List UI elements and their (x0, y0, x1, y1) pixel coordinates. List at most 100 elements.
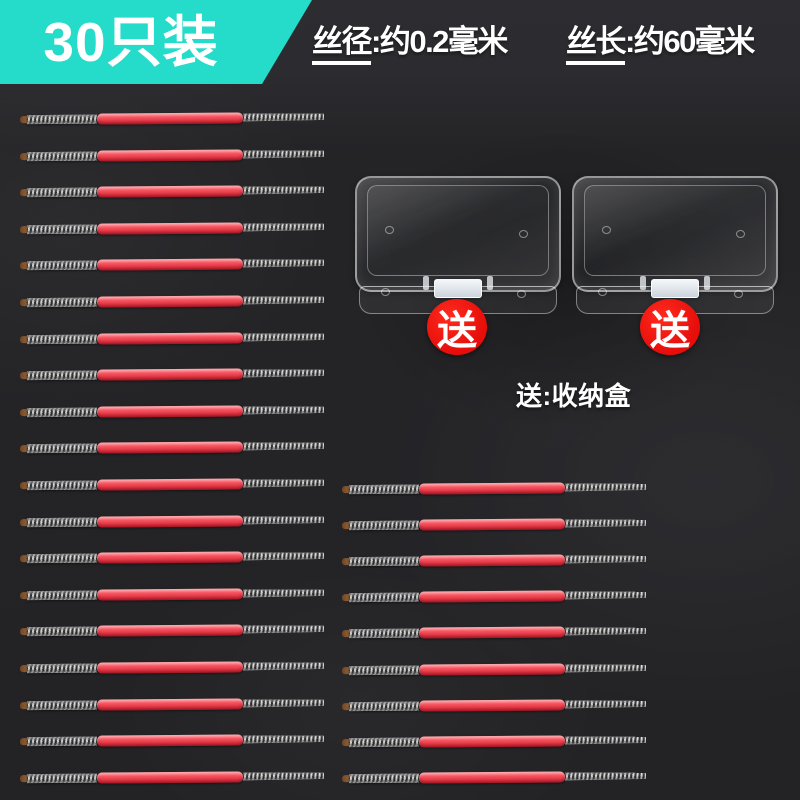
wire-red-sleeve (96, 441, 244, 454)
wire-item (19, 513, 325, 527)
wire-braid-right (243, 369, 324, 378)
wire-item (341, 770, 647, 784)
wire-braid-left (348, 592, 420, 602)
wire-braid-right (243, 662, 324, 671)
wire-braid-right (243, 479, 324, 488)
wire-braid-left (26, 333, 98, 344)
wire-item (19, 733, 325, 747)
wire-braid-left (348, 520, 420, 530)
wire-braid-right (243, 149, 324, 158)
box-pin-hole (602, 226, 611, 234)
wire-braid-right (565, 519, 646, 528)
wire-braid-left (26, 114, 98, 124)
wire-red-sleeve (418, 770, 566, 783)
gift-badge-1: 送 (427, 299, 487, 355)
wire-item (19, 111, 325, 125)
box-pin-hole (598, 288, 607, 296)
wire-item (341, 733, 647, 747)
spec-diameter-rest: :约0.2毫米 (371, 24, 508, 59)
wire-red-sleeve (96, 697, 244, 710)
box-pin-hole (381, 288, 390, 296)
box-pin-hole (519, 230, 528, 238)
wire-braid-right (243, 332, 324, 341)
wire-item (19, 184, 325, 198)
wire-item (19, 440, 325, 454)
wire-item (19, 330, 325, 344)
wire-red-sleeve (96, 368, 244, 381)
wire-red-sleeve (96, 404, 244, 417)
wire-item (19, 587, 325, 601)
box-latch (423, 276, 493, 298)
spec-length-rest: :约60毫米 (625, 24, 755, 59)
wire-braid-left (26, 663, 98, 673)
wire-red-sleeve (96, 734, 244, 747)
box-inner-rim (367, 185, 549, 276)
wire-braid-left (26, 772, 98, 783)
wire-red-sleeve (96, 477, 244, 491)
wire-braid-left (348, 772, 420, 783)
wire-item (19, 404, 325, 418)
wire-item (341, 481, 647, 495)
wire-item (19, 367, 325, 381)
wire-braid-left (26, 516, 98, 527)
wire-braid-right (243, 515, 324, 524)
wire-red-sleeve (96, 148, 244, 161)
wire-item (341, 553, 647, 567)
wire-red-sleeve (418, 518, 566, 531)
wire-red-sleeve (418, 698, 566, 711)
wire-item (19, 623, 325, 637)
wire-braid-right (243, 698, 324, 707)
wire-braid-left (26, 589, 98, 600)
wire-braid-left (26, 370, 98, 380)
wire-red-sleeve (96, 111, 244, 125)
wire-red-sleeve (96, 258, 244, 271)
wire-braid-left (348, 700, 420, 711)
wire-item (341, 625, 647, 639)
spec-wire-diameter: 丝径:约0.2毫米 (312, 16, 508, 65)
wire-braid-left (348, 556, 420, 566)
box-inner-rim (584, 185, 766, 276)
wire-braid-right (565, 591, 646, 600)
wire-item (19, 696, 325, 710)
wire-red-sleeve (418, 554, 566, 567)
wire-braid-left (26, 406, 98, 417)
wire-braid-right (243, 296, 324, 305)
box-pin-hole (734, 290, 743, 298)
gift-badge-2: 送 (640, 299, 700, 355)
wire-red-sleeve (96, 770, 244, 783)
wire-item (19, 660, 325, 674)
wire-braid-left (26, 553, 98, 563)
wire-braid-right (243, 223, 324, 232)
wire-item (19, 221, 325, 235)
wire-braid-left (26, 223, 98, 234)
wire-braid-left (26, 626, 98, 637)
storage-box-2 (572, 176, 778, 314)
wire-braid-right (565, 735, 646, 744)
wire-item (341, 589, 647, 603)
wire-red-sleeve (96, 587, 244, 600)
wire-braid-left (26, 150, 98, 161)
wire-red-sleeve (418, 626, 566, 639)
box-pin-hole (385, 226, 394, 234)
spec-wire-length: 丝长:约60毫米 (566, 16, 755, 65)
spec-length-underlined: 丝长 (566, 24, 627, 65)
gift-caption: 送:收纳盒 (516, 381, 632, 411)
wire-red-sleeve (418, 662, 566, 675)
box-latch (640, 276, 710, 298)
wire-item (19, 477, 325, 491)
wire-braid-left (26, 699, 98, 710)
wire-red-sleeve (96, 660, 244, 674)
wire-item (19, 294, 325, 308)
wire-red-sleeve (96, 221, 244, 234)
wire-braid-right (565, 772, 646, 781)
wire-braid-left (348, 736, 420, 747)
pack-count-banner: 30只装 (0, 0, 312, 84)
wire-red-sleeve (96, 185, 244, 198)
wire-braid-right (243, 406, 324, 415)
wire-braid-left (26, 297, 98, 307)
wire-braid-left (26, 187, 98, 197)
wire-braid-right (243, 625, 324, 634)
wire-item (19, 147, 325, 161)
wire-braid-right (243, 113, 324, 122)
